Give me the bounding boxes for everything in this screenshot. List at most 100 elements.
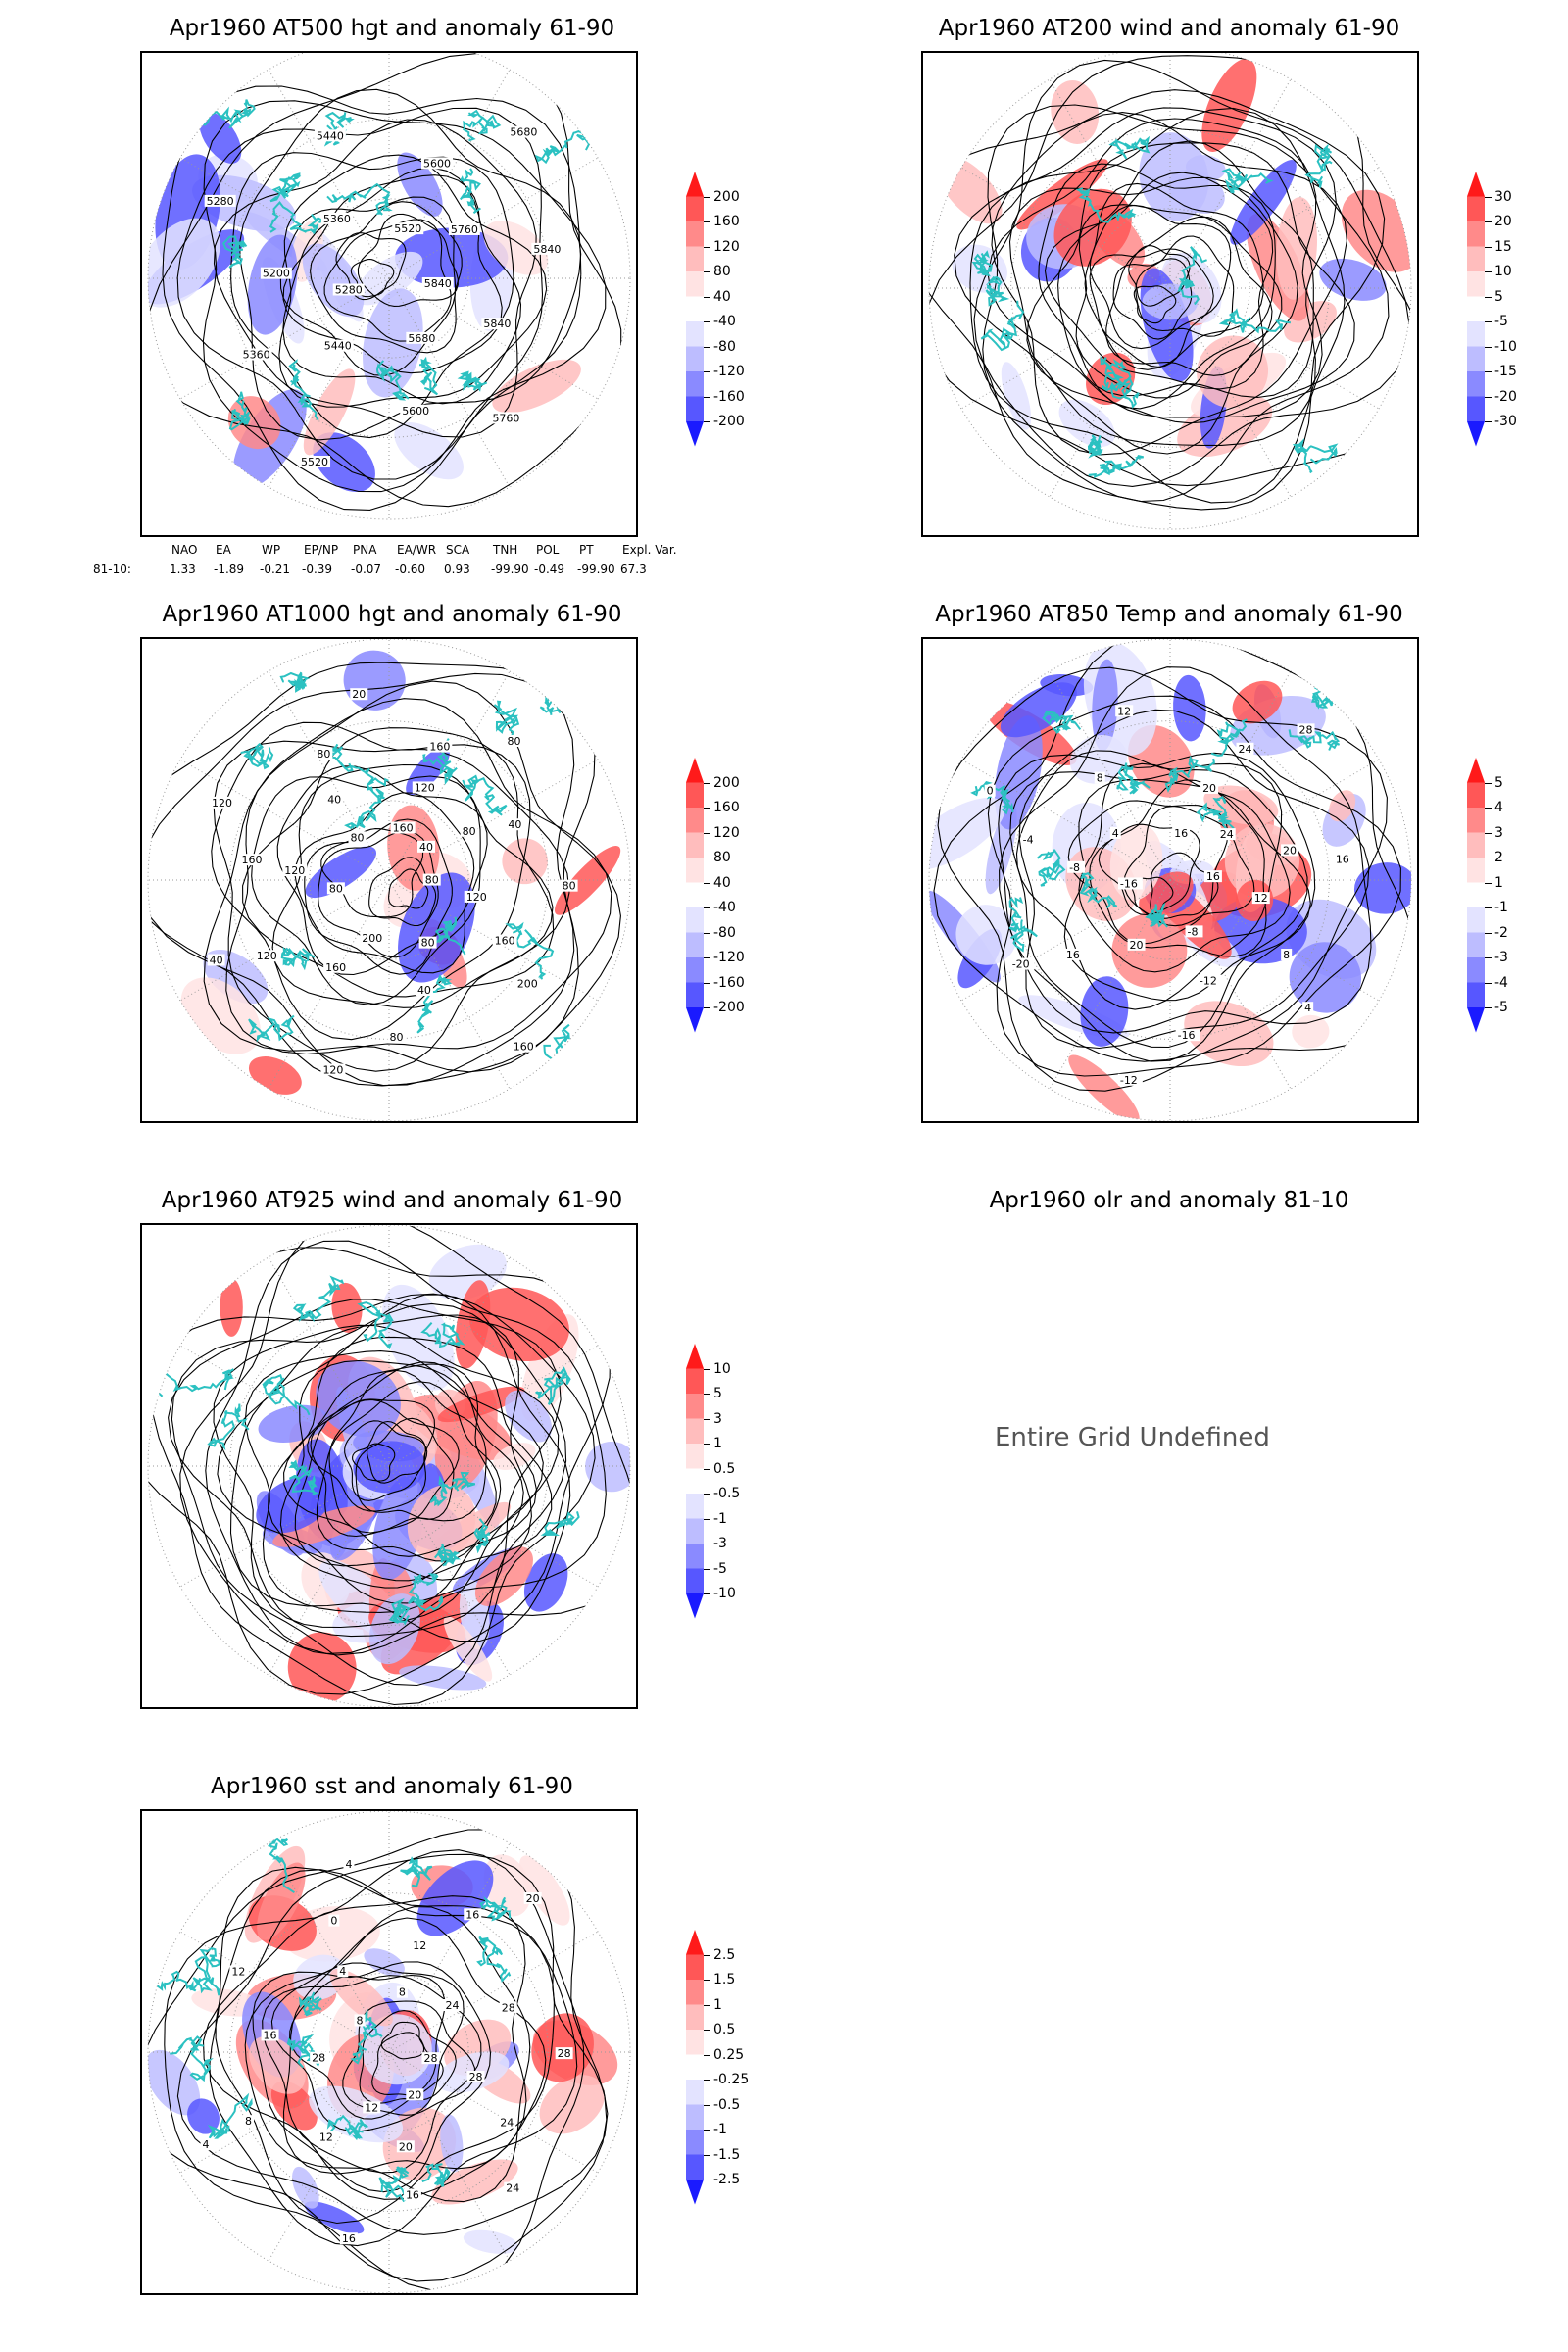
- contour-line: [368, 857, 437, 927]
- anomaly-area: [148, 218, 220, 308]
- colorbar-label-p3-4: 40: [713, 874, 731, 891]
- contour-label-bg: [315, 748, 333, 760]
- colorbar-tick-p5-0: [704, 1368, 710, 1370]
- contour-label-bg: [406, 331, 438, 344]
- contour-line: [1112, 258, 1193, 340]
- anomaly-area: [1292, 1014, 1330, 1049]
- colorbar-swatch-p3-3: [686, 832, 704, 858]
- latitude-circle: [928, 53, 1412, 530]
- colorbar-swatch-p5-6: [686, 1494, 704, 1519]
- coastline: [262, 1373, 311, 1416]
- meridian-line: [179, 759, 390, 881]
- meridian-line: [268, 879, 390, 1090]
- contour-label-bg: [421, 2052, 440, 2065]
- anomaly-area: [1246, 832, 1298, 865]
- coastline: [194, 1947, 221, 1996]
- colorbar-swatch-p2-0: [1467, 172, 1485, 197]
- colorbar-swatch-p3-7: [686, 932, 704, 957]
- contour-label-p4-23: 20: [1283, 844, 1297, 857]
- contour-label-p7-19: 8: [399, 1986, 406, 1999]
- colorbar-label-p3-9: -200: [713, 1000, 745, 1015]
- latitude-circle: [147, 53, 631, 520]
- contour-line: [318, 830, 439, 958]
- tele-header-8: POL: [536, 543, 560, 557]
- coastline: [357, 1301, 394, 1350]
- contour-line: [209, 1866, 578, 2247]
- colorbar-tick-p7-1: [704, 1980, 710, 1981]
- anomaly-area: [492, 359, 581, 414]
- anomaly-area: [1353, 862, 1411, 914]
- contour-label-p4-3: 4: [1304, 1002, 1311, 1014]
- contour-label-p3-26: 80: [463, 825, 476, 838]
- contour-line: [1057, 140, 1314, 399]
- contour-lines-p2: [929, 55, 1411, 511]
- contour-line: [213, 119, 537, 438]
- anomaly-area: [329, 1968, 393, 2027]
- contour-line: [1150, 852, 1219, 919]
- contour-label-bg: [415, 984, 433, 997]
- colorbar-label-p2-9: -30: [1494, 414, 1517, 429]
- contour-label-bg: [360, 931, 385, 944]
- colorbar-label-p7-5: -0.25: [713, 2072, 750, 2087]
- contour-label-bg: [403, 2188, 421, 2201]
- tele-value-7: -99.90: [491, 563, 529, 576]
- contour-label-bg: [320, 1063, 346, 1076]
- colorbar-swatch-p2-9: [1467, 396, 1485, 421]
- contour-label-p3-2: 160: [495, 934, 515, 947]
- colorbar-label-p1-4: 40: [713, 288, 731, 305]
- colorbar-label-p1-0: 200: [713, 188, 740, 205]
- anomaly-area: [302, 243, 365, 318]
- contour-label-bg: [1115, 705, 1134, 717]
- anomaly-area: [249, 2035, 306, 2094]
- colorbar-label-p1-7: -120: [713, 364, 745, 379]
- contour-label-bg: [261, 2029, 279, 2041]
- tele-value-8: -0.49: [534, 563, 565, 576]
- coastline: [1310, 686, 1337, 710]
- contour-label-p7-1: 28: [469, 2071, 483, 2083]
- tele-header-3: EP/NP: [304, 543, 339, 557]
- coastline: [1288, 729, 1341, 751]
- colorbar-swatch-p7-8: [686, 2130, 704, 2155]
- colorbar-swatch-p3-8: [686, 957, 704, 983]
- contour-line: [969, 107, 1346, 504]
- contour-label-p7-22: 20: [526, 1892, 540, 1905]
- colorbar-swatch-p5-3: [686, 1418, 704, 1444]
- colorbar-swatch-p5-8: [686, 1544, 704, 1569]
- coastline: [288, 359, 319, 421]
- colorbar-label-p5-0: 10: [713, 1360, 731, 1377]
- contour-label-p3-12: 40: [210, 954, 223, 966]
- tele-header-2: WP: [262, 543, 281, 557]
- contour-label-bg: [555, 2047, 573, 2060]
- anomaly-area: [1173, 674, 1206, 742]
- contour-label-p4-15: 4: [1112, 827, 1119, 840]
- latitude-circle: [928, 639, 1412, 1121]
- contour-label-bg: [229, 1965, 248, 1978]
- colorbar-label-p7-0: 2.5: [713, 1946, 736, 1963]
- contour-line: [328, 1369, 487, 1534]
- contour-label-p3-22: 120: [415, 781, 435, 794]
- colorbar-swatch-p7-0: [686, 1930, 704, 1955]
- contour-line: [151, 1293, 596, 1706]
- coastline: [493, 700, 520, 737]
- contour-line: [1044, 172, 1274, 390]
- contour-label-p4-16: 8: [1097, 772, 1103, 785]
- colorbar-tick-p5-4: [704, 1468, 710, 1470]
- colorbar-tick-p3-5: [704, 907, 710, 908]
- contour-label-p3-10: 160: [325, 961, 346, 974]
- colorbar-swatch-p3-10: [686, 1007, 704, 1033]
- contour-label-bg: [363, 2101, 381, 2114]
- meridian-line: [179, 277, 390, 400]
- colorbar-label-p5-4: 0.5: [713, 1460, 736, 1477]
- contour-line: [380, 2021, 425, 2060]
- anomaly-area: [1016, 159, 1108, 230]
- colorbar-tick-p3-8: [704, 982, 710, 984]
- colorbar-swatch-p7-9: [686, 2154, 704, 2180]
- contour-label-bg: [354, 2014, 366, 2027]
- contour-label-bg: [339, 2232, 358, 2245]
- coastline: [1100, 356, 1134, 400]
- contour-line: [225, 698, 612, 1055]
- meridian-line: [268, 277, 390, 488]
- coastline: [434, 1543, 462, 1567]
- coastline: [1103, 359, 1140, 409]
- contour-label-bg: [326, 882, 345, 895]
